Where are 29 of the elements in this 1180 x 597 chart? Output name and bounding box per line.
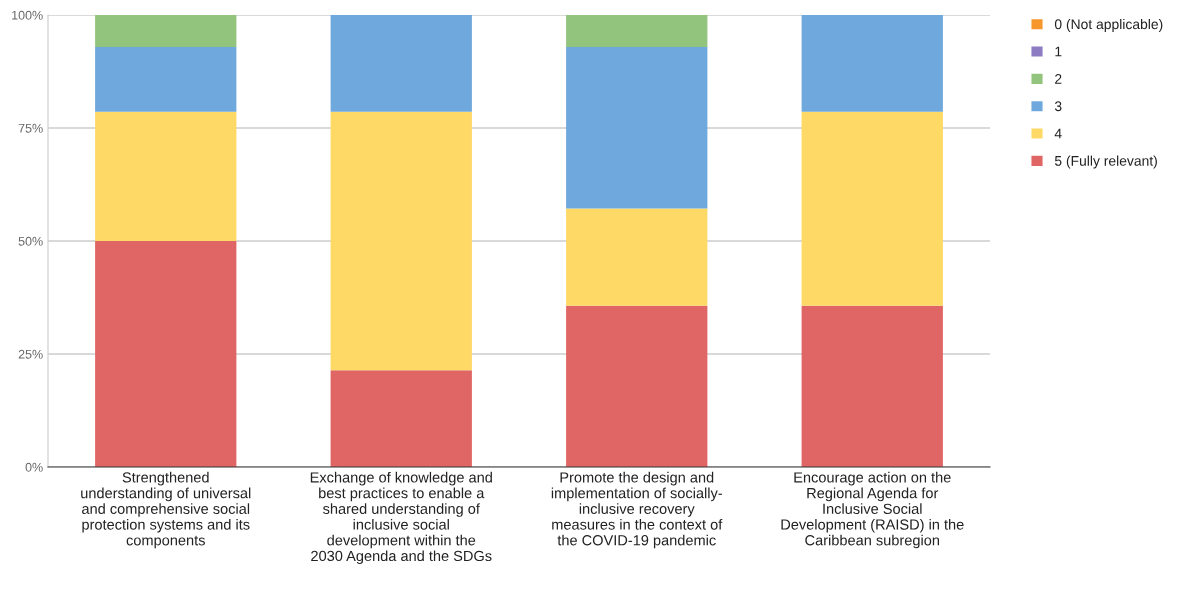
legend-label: 2 [1055, 73, 1062, 84]
x-tick-label: Promote the design and implementation of socially- inclusive recovery measures in the context of the COVID-19 pandemic [551, 471, 723, 549]
y-tick-label: 100% [12, 10, 43, 20]
legend-label: 0 (Not applicable) [1054, 18, 1163, 32]
bar [801, 305, 943, 467]
y-tick-label: 25% [18, 349, 43, 359]
y-tick-label: 50% [18, 236, 43, 246]
bar [330, 370, 472, 467]
x-tick-label: Exchange of knowledge and best practices to enable a shared understanding of inclusive social development within the 2030 Agenda and the SDGs [310, 471, 492, 564]
bar [95, 241, 237, 467]
bar [330, 15, 472, 112]
y-tick-label: 75% [18, 123, 43, 133]
y-tick-label: 0% [25, 462, 43, 472]
bar [566, 15, 708, 48]
bar [95, 111, 237, 241]
bar [566, 208, 708, 306]
legend-label: 3 [1054, 101, 1062, 112]
x-tick-label: Encourage action on the Regional Agenda for Inclusive Social Development (RAISD) in the Caribbean subregion [781, 471, 964, 549]
legend-label: 1 [1055, 46, 1062, 57]
bar [566, 47, 708, 209]
bar [801, 15, 943, 112]
bar [330, 111, 472, 371]
bar [95, 15, 237, 48]
bar [95, 47, 237, 112]
bar [566, 305, 708, 467]
legend-label: 4 [1054, 128, 1062, 139]
legend-label: 5 (Fully relevant) [1054, 155, 1157, 169]
x-tick-label: Strengthened understanding of universal and comprehensive social protection systems and its components [81, 471, 251, 549]
bar [801, 111, 943, 306]
